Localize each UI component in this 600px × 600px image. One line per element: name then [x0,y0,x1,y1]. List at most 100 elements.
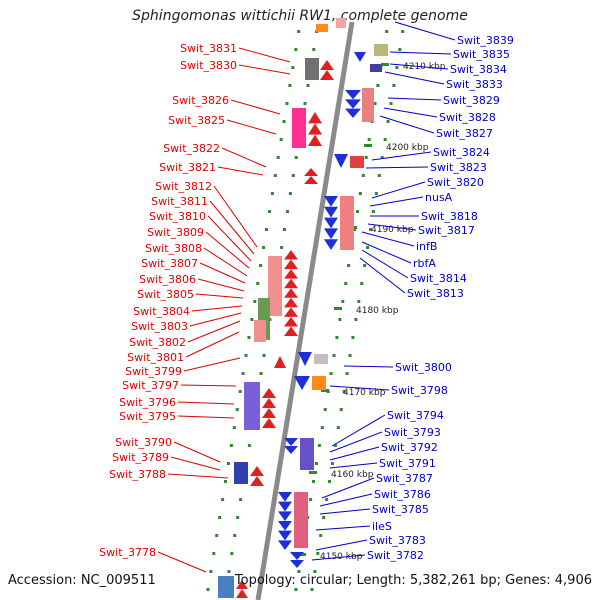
gene-label-right[interactable]: Swit_3785 [372,503,429,516]
track-dot [312,48,316,51]
left-label-leader [238,47,291,63]
gene-label-left[interactable]: Swit_3802 [129,336,186,349]
gene-label-left[interactable]: Swit_3822 [163,142,220,155]
gene-block [370,64,382,72]
gene-arrow-reverse [284,438,298,446]
left-label-leader [199,262,246,284]
right-label-leader [394,21,456,41]
gene-label-right[interactable]: Swit_3833 [446,78,503,91]
gene-label-left[interactable]: Swit_3804 [133,305,190,318]
diagram-title: Sphingomonas wittichii RW1, complete gen… [132,8,468,24]
gene-arrow-forward [284,326,298,336]
gene-label-left[interactable]: Swit_3790 [115,436,172,449]
gene-label-left[interactable]: Swit_3803 [131,320,188,333]
gene-label-right[interactable]: Swit_3835 [453,48,510,61]
gene-label-left[interactable]: Swit_3825 [168,114,225,127]
track-dot [276,156,280,159]
gene-label-left[interactable]: Swit_3826 [172,94,229,107]
track-dot [336,426,340,429]
left-label-leader [177,415,235,419]
gene-label-right[interactable]: Swit_3782 [367,549,424,562]
gene-label-left[interactable]: Swit_3812 [155,180,212,193]
gene-label-right[interactable]: Swit_3794 [387,409,444,422]
gene-arrow-reverse [278,530,292,541]
track-dot [330,462,334,465]
gene-label-right[interactable]: nusA [425,191,453,204]
gene-label-left[interactable]: Swit_3810 [149,210,206,223]
gene-label-right[interactable]: Swit_3827 [436,127,493,140]
gene-label-right[interactable]: Swit_3820 [427,176,484,189]
gene-label-left[interactable]: Swit_3795 [119,410,176,423]
right-label-leader [329,431,383,453]
gene-label-left[interactable]: Swit_3778 [99,546,156,559]
gene-label-right[interactable]: Swit_3787 [376,472,433,485]
gene-label-right[interactable]: Swit_3839 [457,34,514,47]
gene-label-left[interactable]: Swit_3811 [151,195,208,208]
gene-label-right[interactable]: Swit_3798 [391,384,448,397]
track-dot [224,480,228,483]
gene-label-left[interactable]: Swit_3806 [139,273,196,286]
gene-label-right[interactable]: infB [416,240,437,253]
track-dot [256,282,260,285]
gene-arrow-forward [262,408,276,418]
right-label-leader [371,151,432,161]
track-dot [342,390,346,393]
gene-label-left[interactable]: Swit_3809 [147,226,204,239]
track-dot [264,228,268,231]
gene-label-right[interactable]: rbfA [413,257,436,270]
gene-label-right[interactable]: Swit_3829 [443,94,500,107]
gene-arrow-forward [308,123,322,135]
gene-label-right[interactable]: Swit_3834 [450,63,507,76]
track-dot [354,318,358,321]
gene-label-right[interactable]: Swit_3783 [369,534,426,547]
left-label-leader [177,401,235,405]
gene-label-right[interactable]: Swit_3792 [381,441,438,454]
gene-label-right[interactable]: Swit_3786 [374,488,431,501]
gene-label-left[interactable]: Swit_3808 [145,242,202,255]
gene-label-left[interactable]: Swit_3788 [109,468,166,481]
gene-label-right[interactable]: Swit_3823 [430,161,487,174]
gene-label-right[interactable]: Swit_3793 [384,426,441,439]
track-dot [262,354,266,357]
left-label-leader [238,64,291,75]
track-dot [259,264,263,267]
gene-label-right[interactable]: Swit_3818 [421,210,478,223]
track-dot [313,570,317,573]
gene-arrow-reverse [324,228,338,240]
track-dot [345,372,349,375]
left-label-leader [157,551,207,573]
gene-label-left[interactable]: Swit_3807 [141,257,198,270]
right-label-leader [367,223,417,231]
gene-label-left[interactable]: Swit_3797 [122,379,179,392]
gene-label-right[interactable]: Swit_3824 [433,146,490,159]
right-label-leader [371,181,426,199]
gene-arrow-forward [284,316,298,327]
track-dot [280,246,284,249]
gene-label-left[interactable]: Swit_3831 [180,42,237,55]
track-dot [306,84,310,87]
track-dot [270,192,274,195]
track-dot [360,282,364,285]
left-label-leader [221,147,267,168]
gene-arrow-forward [284,269,298,279]
gene-label-right[interactable]: Swit_3828 [439,111,496,124]
gene-label-right[interactable]: Swit_3814 [410,272,467,285]
gene-label-right[interactable]: Swit_3813 [407,287,464,300]
gene-label-left[interactable]: Swit_3801 [127,351,184,364]
gene-label-left[interactable]: Swit_3805 [137,288,194,301]
left-label-leader [189,312,242,327]
track-dot [347,264,351,267]
gene-label-left[interactable]: Swit_3799 [125,365,182,378]
gene-label-left[interactable]: Swit_3821 [159,161,216,174]
gene-label-right[interactable]: Swit_3817 [418,224,475,237]
gene-label-left[interactable]: Swit_3796 [119,396,176,409]
right-label-leader [369,196,424,207]
gene-label-right[interactable]: Swit_3800 [395,361,452,374]
gene-arrow-reverse [290,552,304,560]
track-dot [339,408,343,411]
gene-label-right[interactable]: ileS [372,520,392,533]
gene-label-right[interactable]: Swit_3791 [379,457,436,470]
gene-label-left[interactable]: Swit_3789 [112,451,169,464]
gene-block [292,108,306,148]
gene-label-left[interactable]: Swit_3830 [180,59,237,72]
